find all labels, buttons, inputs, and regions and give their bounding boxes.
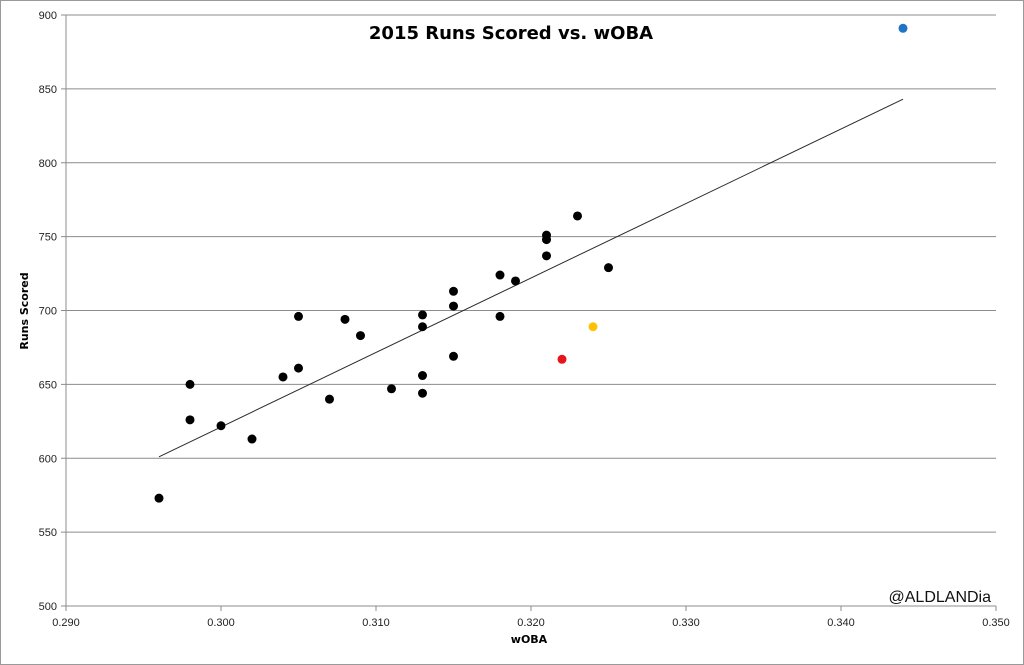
x-tick-label: 0.300 <box>207 617 235 629</box>
data-point <box>278 372 288 382</box>
data-point <box>604 263 613 273</box>
y-tick-label: 700 <box>39 306 57 318</box>
data-point <box>542 235 551 245</box>
tick-labels: 500 550 600 650 700 750 800 850 900 0.290 0.300 0.3… <box>39 10 1010 629</box>
x-axis-label: wOBA <box>511 633 548 646</box>
y-axis-label: Runs Scored <box>18 272 31 349</box>
x-tick-label: 0.340 <box>827 617 855 629</box>
data-point <box>387 384 396 394</box>
data-point <box>294 363 303 373</box>
data-point <box>418 322 427 332</box>
x-tick-label: 0.320 <box>517 617 545 629</box>
data-point <box>294 311 303 321</box>
data-point <box>325 394 334 404</box>
data-point <box>495 311 505 321</box>
y-tick-label: 750 <box>39 232 57 244</box>
data-point <box>418 388 427 398</box>
data-point <box>247 434 257 444</box>
data-point <box>185 379 195 389</box>
axes <box>61 14 997 611</box>
data-point <box>542 251 551 261</box>
data-point-yellow <box>588 322 598 332</box>
y-tick-label: 850 <box>39 84 57 96</box>
data-point <box>449 301 458 311</box>
data-point <box>216 421 226 431</box>
data-point <box>449 286 458 296</box>
y-tick-label: 650 <box>39 379 57 391</box>
data-point <box>418 371 427 381</box>
trendline <box>158 98 904 458</box>
y-tick-label: 600 <box>39 453 57 465</box>
data-point <box>418 310 427 320</box>
y-tick-label: 550 <box>39 527 57 539</box>
y-tick-label: 500 <box>39 601 57 613</box>
data-point <box>340 314 350 324</box>
chart-title: 2015 Runs Scored vs. wOBA <box>369 23 653 44</box>
data-point <box>154 493 164 503</box>
gridlines <box>66 14 996 607</box>
trendline-layer <box>158 98 904 458</box>
data-point <box>495 270 505 280</box>
data-points <box>154 23 908 503</box>
data-point <box>573 211 582 221</box>
x-tick-label: 0.330 <box>672 617 700 629</box>
data-point <box>356 331 365 341</box>
data-point-blue <box>898 23 908 33</box>
y-tick-label: 900 <box>39 10 57 22</box>
x-tick-label: 0.310 <box>362 617 390 629</box>
data-point <box>511 276 520 286</box>
data-point-red <box>557 354 567 364</box>
y-tick-label: 800 <box>39 158 57 170</box>
x-tick-label: 0.350 <box>982 617 1010 629</box>
watermark-annotation: @ALDLANDia <box>889 589 992 606</box>
x-tick-label: 0.290 <box>52 617 80 629</box>
data-point <box>185 415 195 425</box>
data-point <box>449 351 458 361</box>
